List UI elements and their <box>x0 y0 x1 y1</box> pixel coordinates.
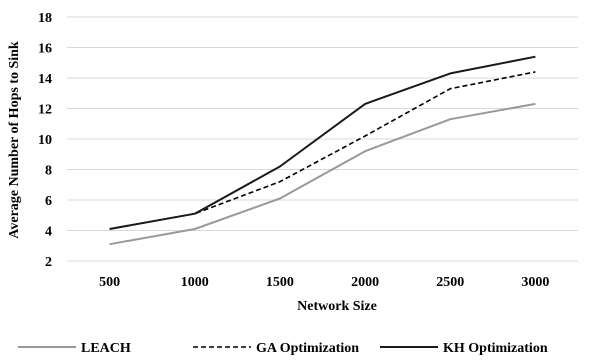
y-tick-label: 2 <box>45 255 52 270</box>
y-tick-label: 12 <box>38 103 52 118</box>
x-tick-label: 1500 <box>266 275 294 290</box>
y-tick-label: 14 <box>38 72 52 87</box>
x-tick-label: 2500 <box>436 275 464 290</box>
x-axis-title: Network Size <box>297 299 377 314</box>
y-tick-label: 8 <box>45 164 52 179</box>
y-tick-label: 10 <box>38 133 52 148</box>
x-tick-label: 3000 <box>521 275 549 290</box>
y-tick-label: 6 <box>45 194 52 209</box>
legend-label: KH Optimization <box>443 341 548 356</box>
legend-label: GA Optimization <box>256 341 359 356</box>
x-tick-label: 2000 <box>351 275 379 290</box>
legend-label: LEACH <box>81 341 131 356</box>
legend: LEACH GA Optimization KH Optimization <box>18 341 548 356</box>
series-line-leach <box>109 102 536 246</box>
y-tick-label: 16 <box>38 42 52 57</box>
x-tick-label: 1000 <box>181 275 209 290</box>
x-axis-ticks: 500 1000 1500 2000 2500 3000 <box>99 275 549 290</box>
series-line-kh-optimization <box>109 55 536 230</box>
y-tick-label: 18 <box>38 11 52 26</box>
grid-lines <box>67 16 578 262</box>
series-lines <box>109 55 536 246</box>
y-axis-title: Average Number of Hops to Sink <box>7 41 22 239</box>
series-line-ga-optimization <box>109 71 536 230</box>
y-tick-label: 4 <box>45 225 52 240</box>
x-tick-label: 500 <box>99 275 120 290</box>
y-axis-ticks: 2 4 6 8 10 12 14 16 18 <box>38 11 52 270</box>
